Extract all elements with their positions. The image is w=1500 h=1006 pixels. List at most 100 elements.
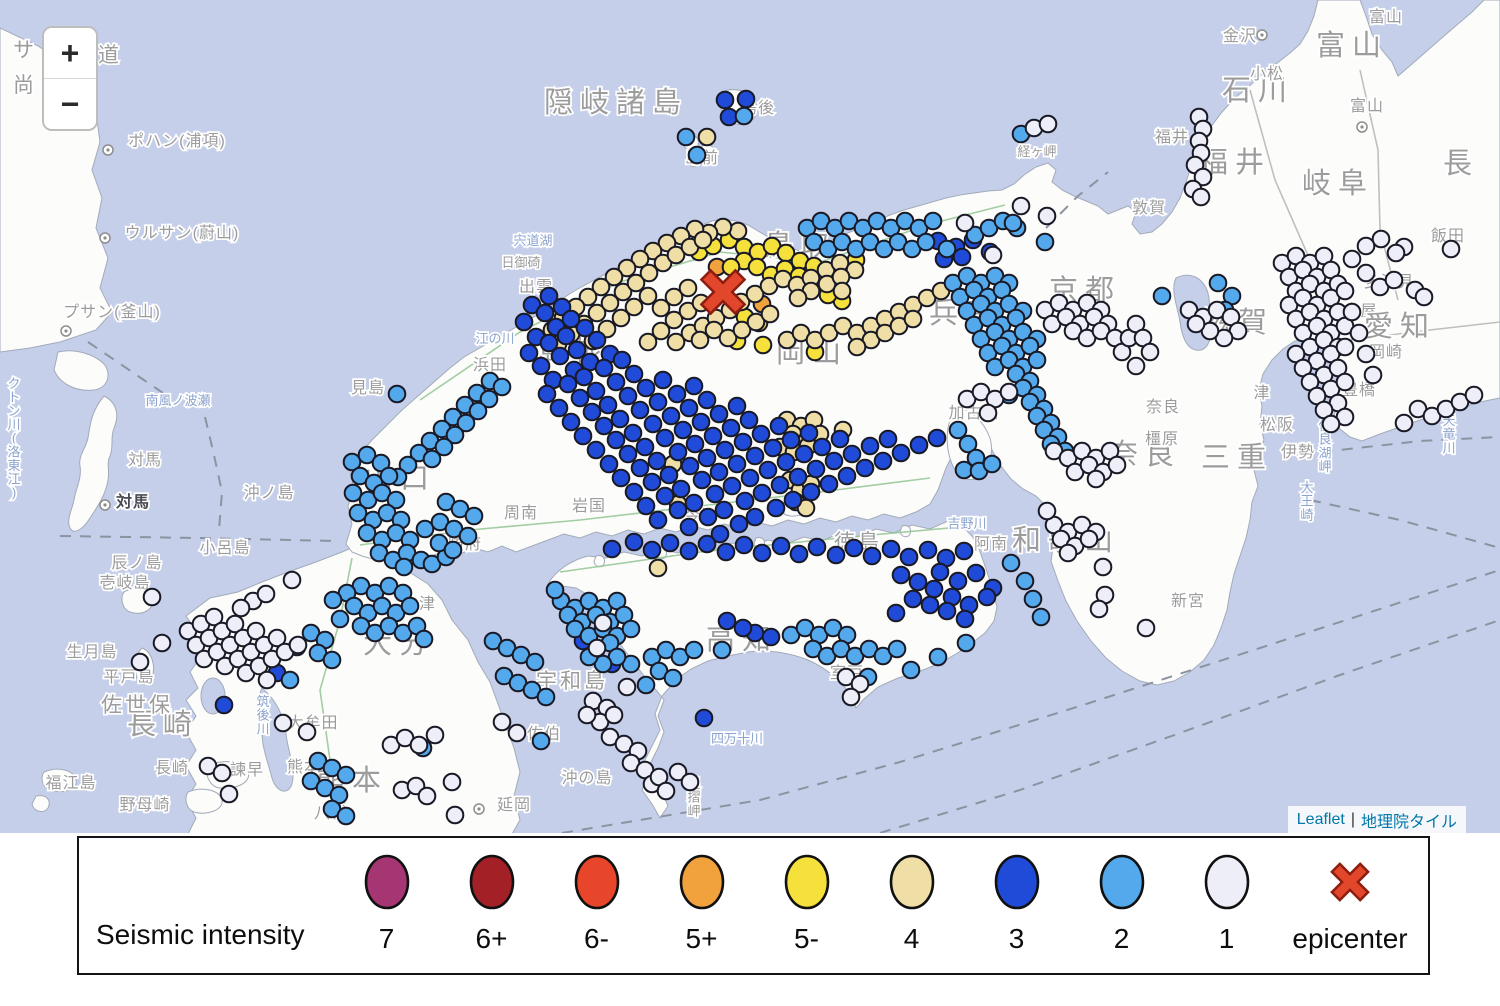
intensity-dot-3 <box>739 410 759 430</box>
intensity-dot-3 <box>930 562 950 582</box>
intensity-dot-2 <box>386 490 406 510</box>
intensity-dot-1 <box>1356 236 1376 256</box>
epicenter-marker <box>1330 862 1370 902</box>
intensity-dot-1 <box>1335 337 1355 357</box>
map-place-label: 江の川 <box>475 331 514 346</box>
intensity-dot-3 <box>594 358 614 378</box>
legend-swatch-circle <box>678 852 726 912</box>
intensity-dot-3 <box>751 424 771 444</box>
intensity-dot-3 <box>537 384 557 404</box>
epicenter-icon <box>1322 852 1378 912</box>
intensity-dot-3 <box>549 398 569 418</box>
intensity-dot-3 <box>842 444 862 464</box>
intensity-dot-1 <box>1058 543 1078 563</box>
intensity-dot-3 <box>924 579 944 599</box>
map-place-label: 野母崎 <box>119 796 170 814</box>
intensity-dot-3 <box>770 475 790 495</box>
intensity-dot-4 <box>664 287 684 307</box>
landmass <box>68 395 118 532</box>
intensity-dot-4 <box>847 337 867 357</box>
intensity-dot-1 <box>1356 344 1376 364</box>
map-place-label: 三重 <box>1201 441 1273 474</box>
intensity-dot-2 <box>348 503 368 523</box>
intensity-dot-3 <box>618 444 638 464</box>
intensity-dot-3 <box>574 367 594 387</box>
intensity-dot-2 <box>1035 232 1055 252</box>
map-place-label: プサン(釜山) <box>63 303 161 321</box>
intensity-dot-2 <box>415 519 435 539</box>
intensity-dot-1 <box>999 382 1019 402</box>
intensity-dot-3 <box>680 456 700 476</box>
intensity-dot-2 <box>330 609 350 629</box>
intensity-dot-3 <box>977 587 997 607</box>
intensity-dot-2 <box>923 211 943 231</box>
intensity-dot-2 <box>343 483 363 503</box>
intensity-dot-3 <box>661 406 681 426</box>
legend-item-intensity-3: 3 <box>964 838 1069 973</box>
intensity-dot-1 <box>409 735 429 755</box>
map-canvas[interactable]: 隠岐諸島島後島前石川金沢小松富山富山富山福井福井敦賀経ヶ岬岐阜長多治見名古屋愛知… <box>0 0 1500 833</box>
intensity-dot-3 <box>698 507 718 527</box>
map-place-label: 敦賀 <box>1132 199 1166 217</box>
town-marker-dot <box>106 148 110 152</box>
intensity-dot-3 <box>771 536 791 556</box>
intensity-dot-3 <box>606 430 626 450</box>
intensity-dot-1 <box>1193 167 1213 187</box>
intensity-dot-3 <box>648 392 668 412</box>
intensity-dot-3 <box>611 468 631 488</box>
legend-title: Seismic intensity <box>96 918 305 950</box>
intensity-dot-3 <box>745 446 765 466</box>
intensity-dot-1 <box>152 633 172 653</box>
intensity-dot-3 <box>612 350 632 370</box>
map-place-label: 佐世保 <box>101 694 173 717</box>
intensity-dot-3 <box>937 601 957 621</box>
map-place-label: 日御碕 <box>501 255 540 270</box>
intensity-dot-1 <box>1037 501 1057 521</box>
intensity-dot-1 <box>1126 356 1146 376</box>
intensity-dot-2 <box>676 127 696 147</box>
intensity-dot-3 <box>722 476 742 496</box>
zoom-in-button[interactable]: + <box>44 28 96 78</box>
intensity-dot-3 <box>531 356 551 376</box>
intensity-dot-3 <box>684 493 704 513</box>
road-line <box>1359 69 1399 301</box>
intensity-dot-3 <box>709 404 729 424</box>
intensity-dot-3 <box>535 303 555 323</box>
intensity-dot-2 <box>1015 571 1035 591</box>
intensity-dot-3 <box>624 482 644 502</box>
intensity-dot-4 <box>578 287 598 307</box>
intensity-dot-3 <box>599 454 619 474</box>
intensity-dot-3 <box>715 440 735 460</box>
intensity-dot-4 <box>587 303 607 323</box>
intensity-dot-3 <box>736 89 756 109</box>
intensity-dot-4 <box>639 263 659 283</box>
map-place-label: 松阪 <box>1260 416 1294 434</box>
intensity-dot-2 <box>458 526 478 546</box>
map-place-label: 橿原 <box>1145 430 1179 448</box>
zoom-out-button[interactable]: − <box>44 78 96 129</box>
intensity-dot-4 <box>760 304 780 324</box>
intensity-dot-3 <box>740 468 760 488</box>
intensity-dot-1 <box>593 613 613 633</box>
gsi-tiles-link[interactable]: 地理院タイル <box>1360 813 1457 831</box>
legend-item-label: epicenter <box>1292 923 1408 954</box>
intensity-dot-4 <box>613 282 633 302</box>
leaflet-link[interactable]: Leaflet <box>1296 810 1345 828</box>
intensity-dot-1 <box>1086 469 1106 489</box>
intensity-dot-2 <box>323 590 343 610</box>
intensity-dot-3 <box>710 524 730 544</box>
intensity-dot-1 <box>1093 557 1113 577</box>
intensity-dot-3 <box>636 496 656 516</box>
map-place-label: 宍道湖 <box>513 233 552 248</box>
intensity-dot-3 <box>878 429 898 449</box>
legend-swatch-circle <box>888 852 936 912</box>
intensity-dot-2 <box>621 619 641 639</box>
intensity-dot-1 <box>841 687 861 707</box>
intensity-dot-3 <box>909 435 929 455</box>
intensity-dot-4 <box>638 332 658 352</box>
intensity-dot-1 <box>1038 114 1058 134</box>
intensity-dot-1 <box>246 621 266 641</box>
intensity-dot-3 <box>655 428 675 448</box>
map-place-label: ウルサン(蔚山) <box>125 224 240 242</box>
intensity-dot-2 <box>1003 213 1023 233</box>
